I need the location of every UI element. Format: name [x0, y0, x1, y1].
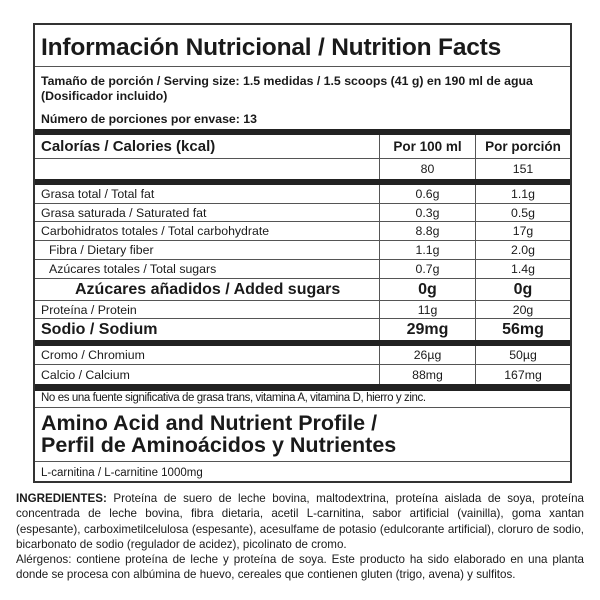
- carnitine-content: L-carnitina / L-carnitine 1000mg: [41, 467, 203, 479]
- mineral-perserving: 50µg: [475, 346, 570, 364]
- mineral-perserving: 167mg: [475, 365, 570, 384]
- nutrient-per100: 1.1g: [379, 241, 475, 259]
- nutrient-label: Grasa total / Total fat: [41, 187, 155, 201]
- nutrient-row: Azúcares añadidos / Added sugars 0g 0g: [35, 279, 570, 301]
- calories-per100: 80: [379, 159, 475, 179]
- mineral-label: Cromo / Chromium: [41, 348, 145, 362]
- nutrient-perserving: 1.4g: [475, 260, 570, 278]
- mineral-per100: 26µg: [379, 346, 475, 364]
- divider: [35, 384, 570, 391]
- nutrient-per100: 11g: [379, 301, 475, 318]
- nutrient-per100: 0.3g: [379, 204, 475, 221]
- nutrient-label: Azúcares añadidos / Added sugars: [75, 280, 341, 298]
- nutrient-perserving: 0.5g: [475, 204, 570, 221]
- footnote: No es una fuente significativa de grasa …: [41, 392, 426, 404]
- nutrient-row: Azúcares totales / Total sugars 0.7g 1.4g: [35, 260, 570, 279]
- calories-label: Calorías / Calories (kcal): [41, 138, 216, 155]
- nutrient-per100: 0g: [379, 279, 475, 300]
- nutrient-perserving: 1.1g: [475, 185, 570, 203]
- panel-title: Información Nutricional / Nutrition Fact…: [35, 25, 570, 67]
- amino-profile-title: Amino Acid and Nutrient Profile / Perfil…: [35, 407, 570, 462]
- nutrient-row: Grasa saturada / Saturated fat 0.3g 0.5g: [35, 204, 570, 222]
- nutrient-per100: 0.6g: [379, 185, 475, 203]
- calories-perserving: 151: [475, 159, 570, 179]
- nutrition-facts-panel: Información Nutricional / Nutrition Fact…: [33, 23, 572, 483]
- nutrient-label: Proteína / Protein: [41, 302, 137, 317]
- mineral-row: Cromo / Chromium 26µg 50µg: [35, 346, 570, 365]
- nutrient-per100: 29mg: [379, 319, 475, 340]
- nutrient-label: Carbohidratos totales / Total carbohydra…: [41, 224, 270, 238]
- servings-per-container: Número de porciones por envase: 13: [41, 112, 257, 126]
- calories-header-row: Calorías / Calories (kcal) Por 100 ml Po…: [35, 135, 570, 159]
- divider: [35, 129, 570, 135]
- nutrient-label: Azúcares totales / Total sugars: [49, 262, 217, 276]
- serving-size: Tamaño de porción / Serving size: 1.5 me…: [41, 74, 533, 103]
- nutrient-label: Sodio / Sodium: [41, 320, 158, 338]
- nutrient-perserving: 20g: [475, 301, 570, 318]
- nutrient-label: Fibra / Dietary fiber: [49, 243, 154, 257]
- nutrient-row: Sodio / Sodium 29mg 56mg: [35, 319, 570, 340]
- nutrient-per100: 8.8g: [379, 222, 475, 240]
- ingredients-text: INGREDIENTES: Proteína de suero de leche…: [16, 491, 584, 583]
- col-perserving-header: Por porción: [475, 135, 570, 158]
- mineral-per100: 88mg: [379, 365, 475, 384]
- nutrient-perserving: 2.0g: [475, 241, 570, 259]
- divider: [35, 340, 570, 346]
- nutrient-row: Proteína / Protein 11g 20g: [35, 301, 570, 319]
- nutrient-perserving: 56mg: [475, 319, 570, 340]
- nutrient-row: Grasa total / Total fat 0.6g 1.1g: [35, 185, 570, 204]
- nutrient-perserving: 0g: [475, 279, 570, 300]
- ingredients-label: INGREDIENTES:: [16, 492, 107, 505]
- mineral-label: Calcio / Calcium: [41, 367, 130, 382]
- allergens-text: Alérgenos: contiene proteína de leche y …: [16, 553, 584, 582]
- divider: [35, 179, 570, 185]
- col-per100-header: Por 100 ml: [379, 135, 475, 158]
- amino-title-line2: Perfil de Aminoácidos y Nutrientes: [41, 433, 397, 457]
- calories-values-row: 80 151: [35, 159, 570, 179]
- nutrient-label: Grasa saturada / Saturated fat: [41, 205, 207, 220]
- nutrient-per100: 0.7g: [379, 260, 475, 278]
- nutrient-row: Fibra / Dietary fiber 1.1g 2.0g: [35, 241, 570, 260]
- ingredients-list: Proteína de suero de leche bovina, malto…: [16, 492, 584, 551]
- nutrient-perserving: 17g: [475, 222, 570, 240]
- mineral-row: Calcio / Calcium 88mg 167mg: [35, 365, 570, 384]
- amino-title-line1: Amino Acid and Nutrient Profile /: [41, 411, 378, 435]
- nutrient-row: Carbohidratos totales / Total carbohydra…: [35, 222, 570, 241]
